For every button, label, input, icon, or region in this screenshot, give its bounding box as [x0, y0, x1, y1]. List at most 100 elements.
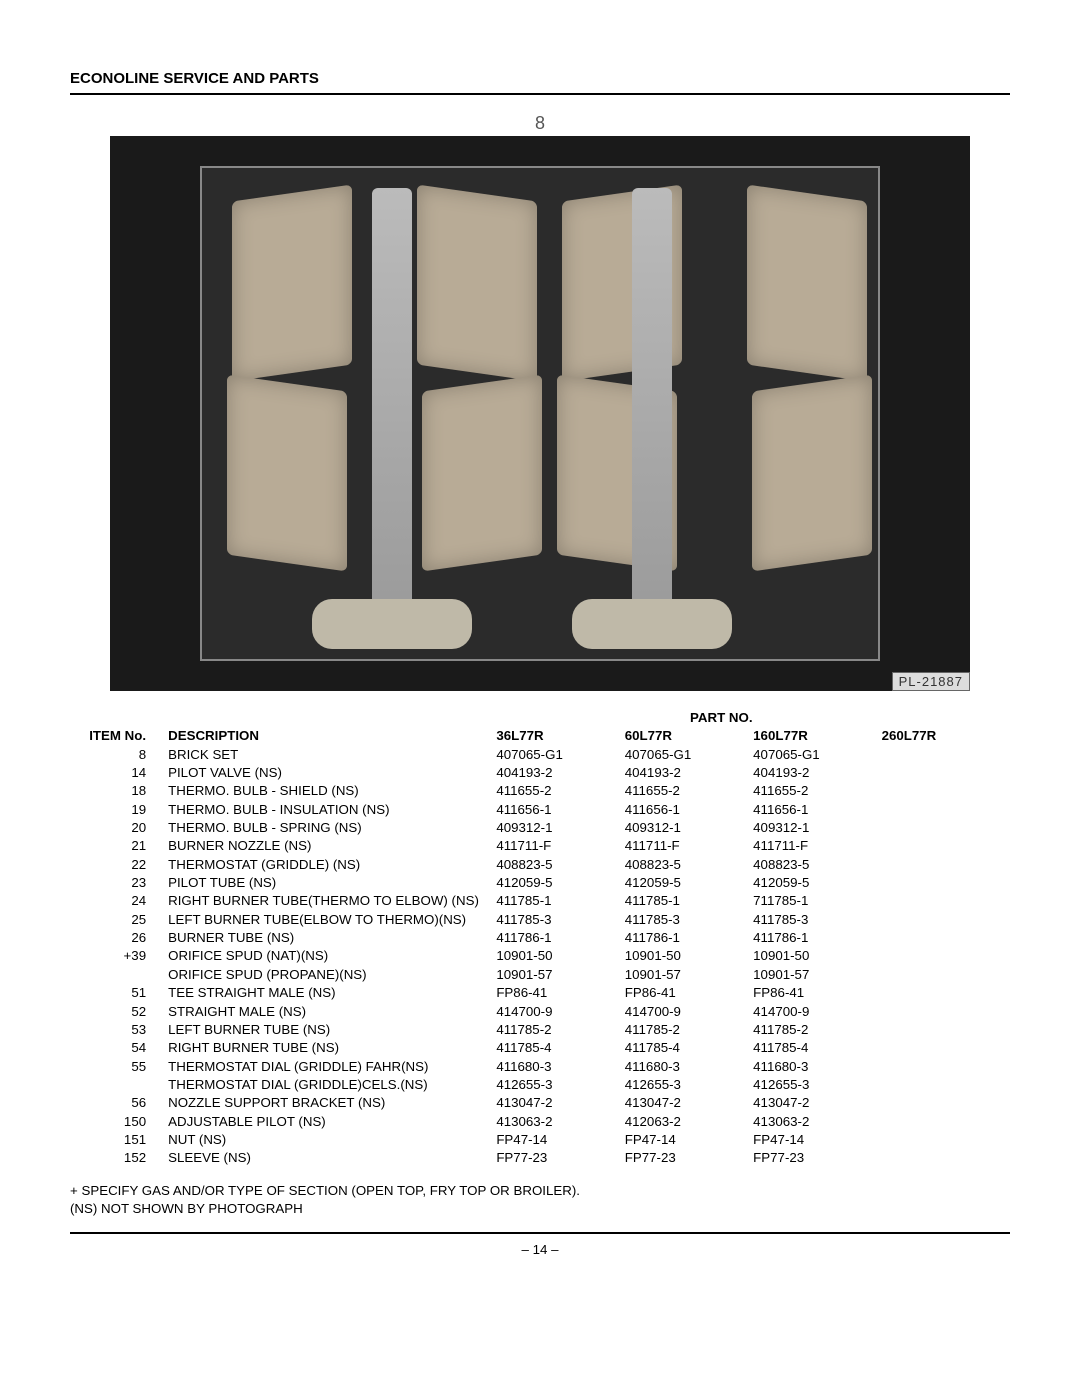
table-cell: 22 — [70, 856, 168, 874]
table-cell: FP86-41 — [753, 984, 881, 1002]
table-cell: 411785-3 — [496, 911, 624, 929]
table-row: +39ORIFICE SPUD (NAT)(NS)10901-5010901-5… — [70, 947, 1010, 965]
table-cell: 411785-1 — [625, 892, 753, 910]
table-cell: 24 — [70, 892, 168, 910]
brick-plate — [422, 375, 542, 572]
table-header-row: ITEM No. DESCRIPTION 36L77R 60L77R 160L7… — [70, 727, 1010, 745]
table-cell: TEE STRAIGHT MALE (NS) — [168, 984, 496, 1002]
table-cell: 411680-3 — [753, 1058, 881, 1076]
table-cell: STRAIGHT MALE (NS) — [168, 1003, 496, 1021]
table-cell: FP77-23 — [625, 1149, 753, 1167]
table-cell: RIGHT BURNER TUBE(THERMO TO ELBOW) (NS) — [168, 892, 496, 910]
table-cell: 409312-1 — [496, 819, 624, 837]
table-cell: FP77-23 — [753, 1149, 881, 1167]
table-row: 151NUT (NS)FP47-14FP47-14FP47-14 — [70, 1131, 1010, 1149]
footnotes: + SPECIFY GAS AND/OR TYPE OF SECTION (OP… — [70, 1182, 1010, 1219]
table-cell: 407065-G1 — [753, 746, 881, 764]
table-cell: 10901-57 — [753, 966, 881, 984]
table-row: 18THERMO. BULB - SHIELD (NS)411655-24116… — [70, 782, 1010, 800]
table-cell: 412059-5 — [753, 874, 881, 892]
table-cell: 411655-2 — [625, 782, 753, 800]
table-cell: 408823-5 — [496, 856, 624, 874]
brick-plate — [417, 185, 537, 382]
divider-top — [70, 93, 1010, 95]
table-cell: 8 — [70, 746, 168, 764]
table-cell — [882, 1058, 1010, 1076]
table-row: 23PILOT TUBE (NS)412059-5412059-5412059-… — [70, 874, 1010, 892]
photo-inner-frame — [200, 166, 880, 661]
table-cell: FP47-14 — [625, 1131, 753, 1149]
col-160l77r-header: 160L77R — [753, 727, 881, 745]
table-cell: ORIFICE SPUD (NAT)(NS) — [168, 947, 496, 965]
table-cell: 152 — [70, 1149, 168, 1167]
table-cell: 20 — [70, 819, 168, 837]
footnote-line: + SPECIFY GAS AND/OR TYPE OF SECTION (OP… — [70, 1182, 1010, 1200]
table-cell — [882, 856, 1010, 874]
table-row: 152SLEEVE (NS)FP77-23FP77-23FP77-23 — [70, 1149, 1010, 1167]
table-cell — [882, 1149, 1010, 1167]
photo-callout-number: 8 — [110, 113, 970, 134]
table-cell: 411655-2 — [496, 782, 624, 800]
table-cell — [70, 966, 168, 984]
table-row: 8BRICK SET407065-G1407065-G1407065-G1 — [70, 746, 1010, 764]
table-cell: 412059-5 — [625, 874, 753, 892]
table-cell — [882, 984, 1010, 1002]
table-cell: 409312-1 — [625, 819, 753, 837]
table-cell: 411656-1 — [753, 801, 881, 819]
table-cell — [882, 892, 1010, 910]
table-row: 19THERMO. BULB - INSULATION (NS)411656-1… — [70, 801, 1010, 819]
table-cell: 414700-9 — [753, 1003, 881, 1021]
table-row: 14PILOT VALVE (NS)404193-2404193-2404193… — [70, 764, 1010, 782]
burner-base — [572, 599, 732, 649]
table-cell: 411656-1 — [625, 801, 753, 819]
table-cell: FP86-41 — [496, 984, 624, 1002]
table-cell: 10901-50 — [496, 947, 624, 965]
table-cell: THERMOSTAT DIAL (GRIDDLE) FAHR(NS) — [168, 1058, 496, 1076]
table-cell: NOZZLE SUPPORT BRACKET (NS) — [168, 1094, 496, 1112]
table-cell: 409312-1 — [753, 819, 881, 837]
table-cell: 26 — [70, 929, 168, 947]
table-cell: 408823-5 — [625, 856, 753, 874]
table-cell: THERMOSTAT DIAL (GRIDDLE)CELS.(NS) — [168, 1076, 496, 1094]
table-cell — [882, 1021, 1010, 1039]
table-row: 24RIGHT BURNER TUBE(THERMO TO ELBOW) (NS… — [70, 892, 1010, 910]
table-cell: 411656-1 — [496, 801, 624, 819]
table-cell: 25 — [70, 911, 168, 929]
table-row: 51TEE STRAIGHT MALE (NS)FP86-41FP86-41FP… — [70, 984, 1010, 1002]
table-cell: 413047-2 — [753, 1094, 881, 1112]
table-row: 54RIGHT BURNER TUBE (NS)411785-4411785-4… — [70, 1039, 1010, 1057]
table-cell: NUT (NS) — [168, 1131, 496, 1149]
table-cell: FP47-14 — [753, 1131, 881, 1149]
table-cell — [882, 1094, 1010, 1112]
table-cell: BURNER NOZZLE (NS) — [168, 837, 496, 855]
table-cell: 411786-1 — [496, 929, 624, 947]
table-cell: 411785-3 — [753, 911, 881, 929]
table-cell — [882, 801, 1010, 819]
table-cell: 21 — [70, 837, 168, 855]
table-cell: 151 — [70, 1131, 168, 1149]
brick-plate — [232, 185, 352, 382]
burner-tube — [372, 188, 412, 639]
table-cell: 411680-3 — [496, 1058, 624, 1076]
table-cell: LEFT BURNER TUBE (NS) — [168, 1021, 496, 1039]
table-cell — [882, 819, 1010, 837]
table-row: 150ADJUSTABLE PILOT (NS)413063-2412063-2… — [70, 1113, 1010, 1131]
table-cell: 411711-F — [625, 837, 753, 855]
table-cell: 407065-G1 — [625, 746, 753, 764]
col-item-header: ITEM No. — [70, 727, 168, 745]
table-cell: 51 — [70, 984, 168, 1002]
table-cell: 411785-4 — [625, 1039, 753, 1057]
table-row: 56NOZZLE SUPPORT BRACKET (NS)413047-2413… — [70, 1094, 1010, 1112]
table-cell: 52 — [70, 1003, 168, 1021]
table-row: 20THERMO. BULB - SPRING (NS)409312-14093… — [70, 819, 1010, 837]
table-cell: BURNER TUBE (NS) — [168, 929, 496, 947]
table-cell: 407065-G1 — [496, 746, 624, 764]
table-cell — [882, 764, 1010, 782]
table-cell: 413047-2 — [496, 1094, 624, 1112]
table-cell: 411680-3 — [625, 1058, 753, 1076]
table-cell: 23 — [70, 874, 168, 892]
part-no-heading: PART NO. — [690, 709, 1010, 727]
table-cell: FP47-14 — [496, 1131, 624, 1149]
table-cell — [882, 837, 1010, 855]
table-cell: THERMO. BULB - INSULATION (NS) — [168, 801, 496, 819]
